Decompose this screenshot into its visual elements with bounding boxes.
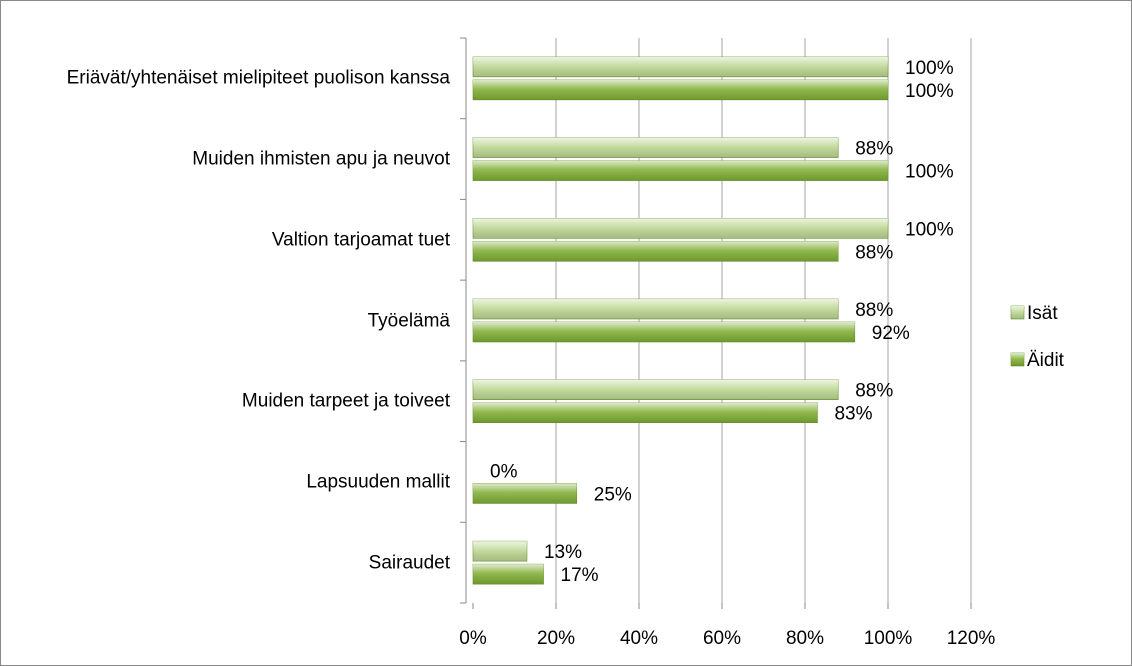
x-tick-label: 20% [537,628,575,649]
data-label: 100% [905,219,954,240]
data-label: 88% [855,381,893,402]
bar-highlight [473,379,839,400]
bar-highlight [473,299,839,319]
x-tick-label: 80% [786,628,824,649]
bar-highlight [473,56,888,77]
data-label: 25% [594,484,632,505]
data-label: 13% [544,542,582,563]
data-label: 100% [905,81,954,102]
bar-highlight [473,322,855,342]
bar-highlight [473,564,544,585]
y-tick-label: Lapsuuden mallit [306,471,450,493]
data-label: 88% [855,139,893,160]
bar-highlight [473,160,888,181]
legend-swatch-highlight [1011,353,1024,366]
bar-highlight [473,137,839,158]
data-label: 100% [905,58,954,79]
y-tick-label: Työelämä [367,310,450,331]
data-label: 100% [905,162,954,183]
x-tick-label: 120% [947,628,996,649]
legend-label: Isät [1027,303,1058,324]
y-tick-label: Eriävät/yhtenäiset mielipiteet puolison … [66,67,450,89]
bar-highlight [473,241,839,262]
data-label: 83% [834,404,872,425]
x-tick-label: 60% [703,628,741,649]
data-label: 88% [855,300,893,321]
y-tick-label: Muiden ihmisten apu ja neuvot [192,148,450,170]
data-label: 0% [490,461,518,482]
y-tick-label: Muiden tarpeet ja toiveet [241,390,450,412]
x-tick-label: 100% [864,628,913,649]
bar-highlight [473,79,888,100]
bar-highlight [473,541,527,562]
legend-label: Äidit [1027,350,1065,371]
data-label: 17% [561,565,599,586]
x-tick-label: 0% [459,628,487,649]
y-tick-label: Sairaudet [368,552,450,574]
bar-highlight [473,402,818,423]
x-tick-label: 40% [620,628,658,649]
bar-highlight [473,483,577,504]
legend-swatch-highlight [1011,306,1024,319]
y-tick-label: Valtion tarjoamat tuet [271,229,450,251]
bar-highlight [473,218,888,239]
data-label: 88% [855,242,893,263]
data-label: 92% [872,323,910,344]
